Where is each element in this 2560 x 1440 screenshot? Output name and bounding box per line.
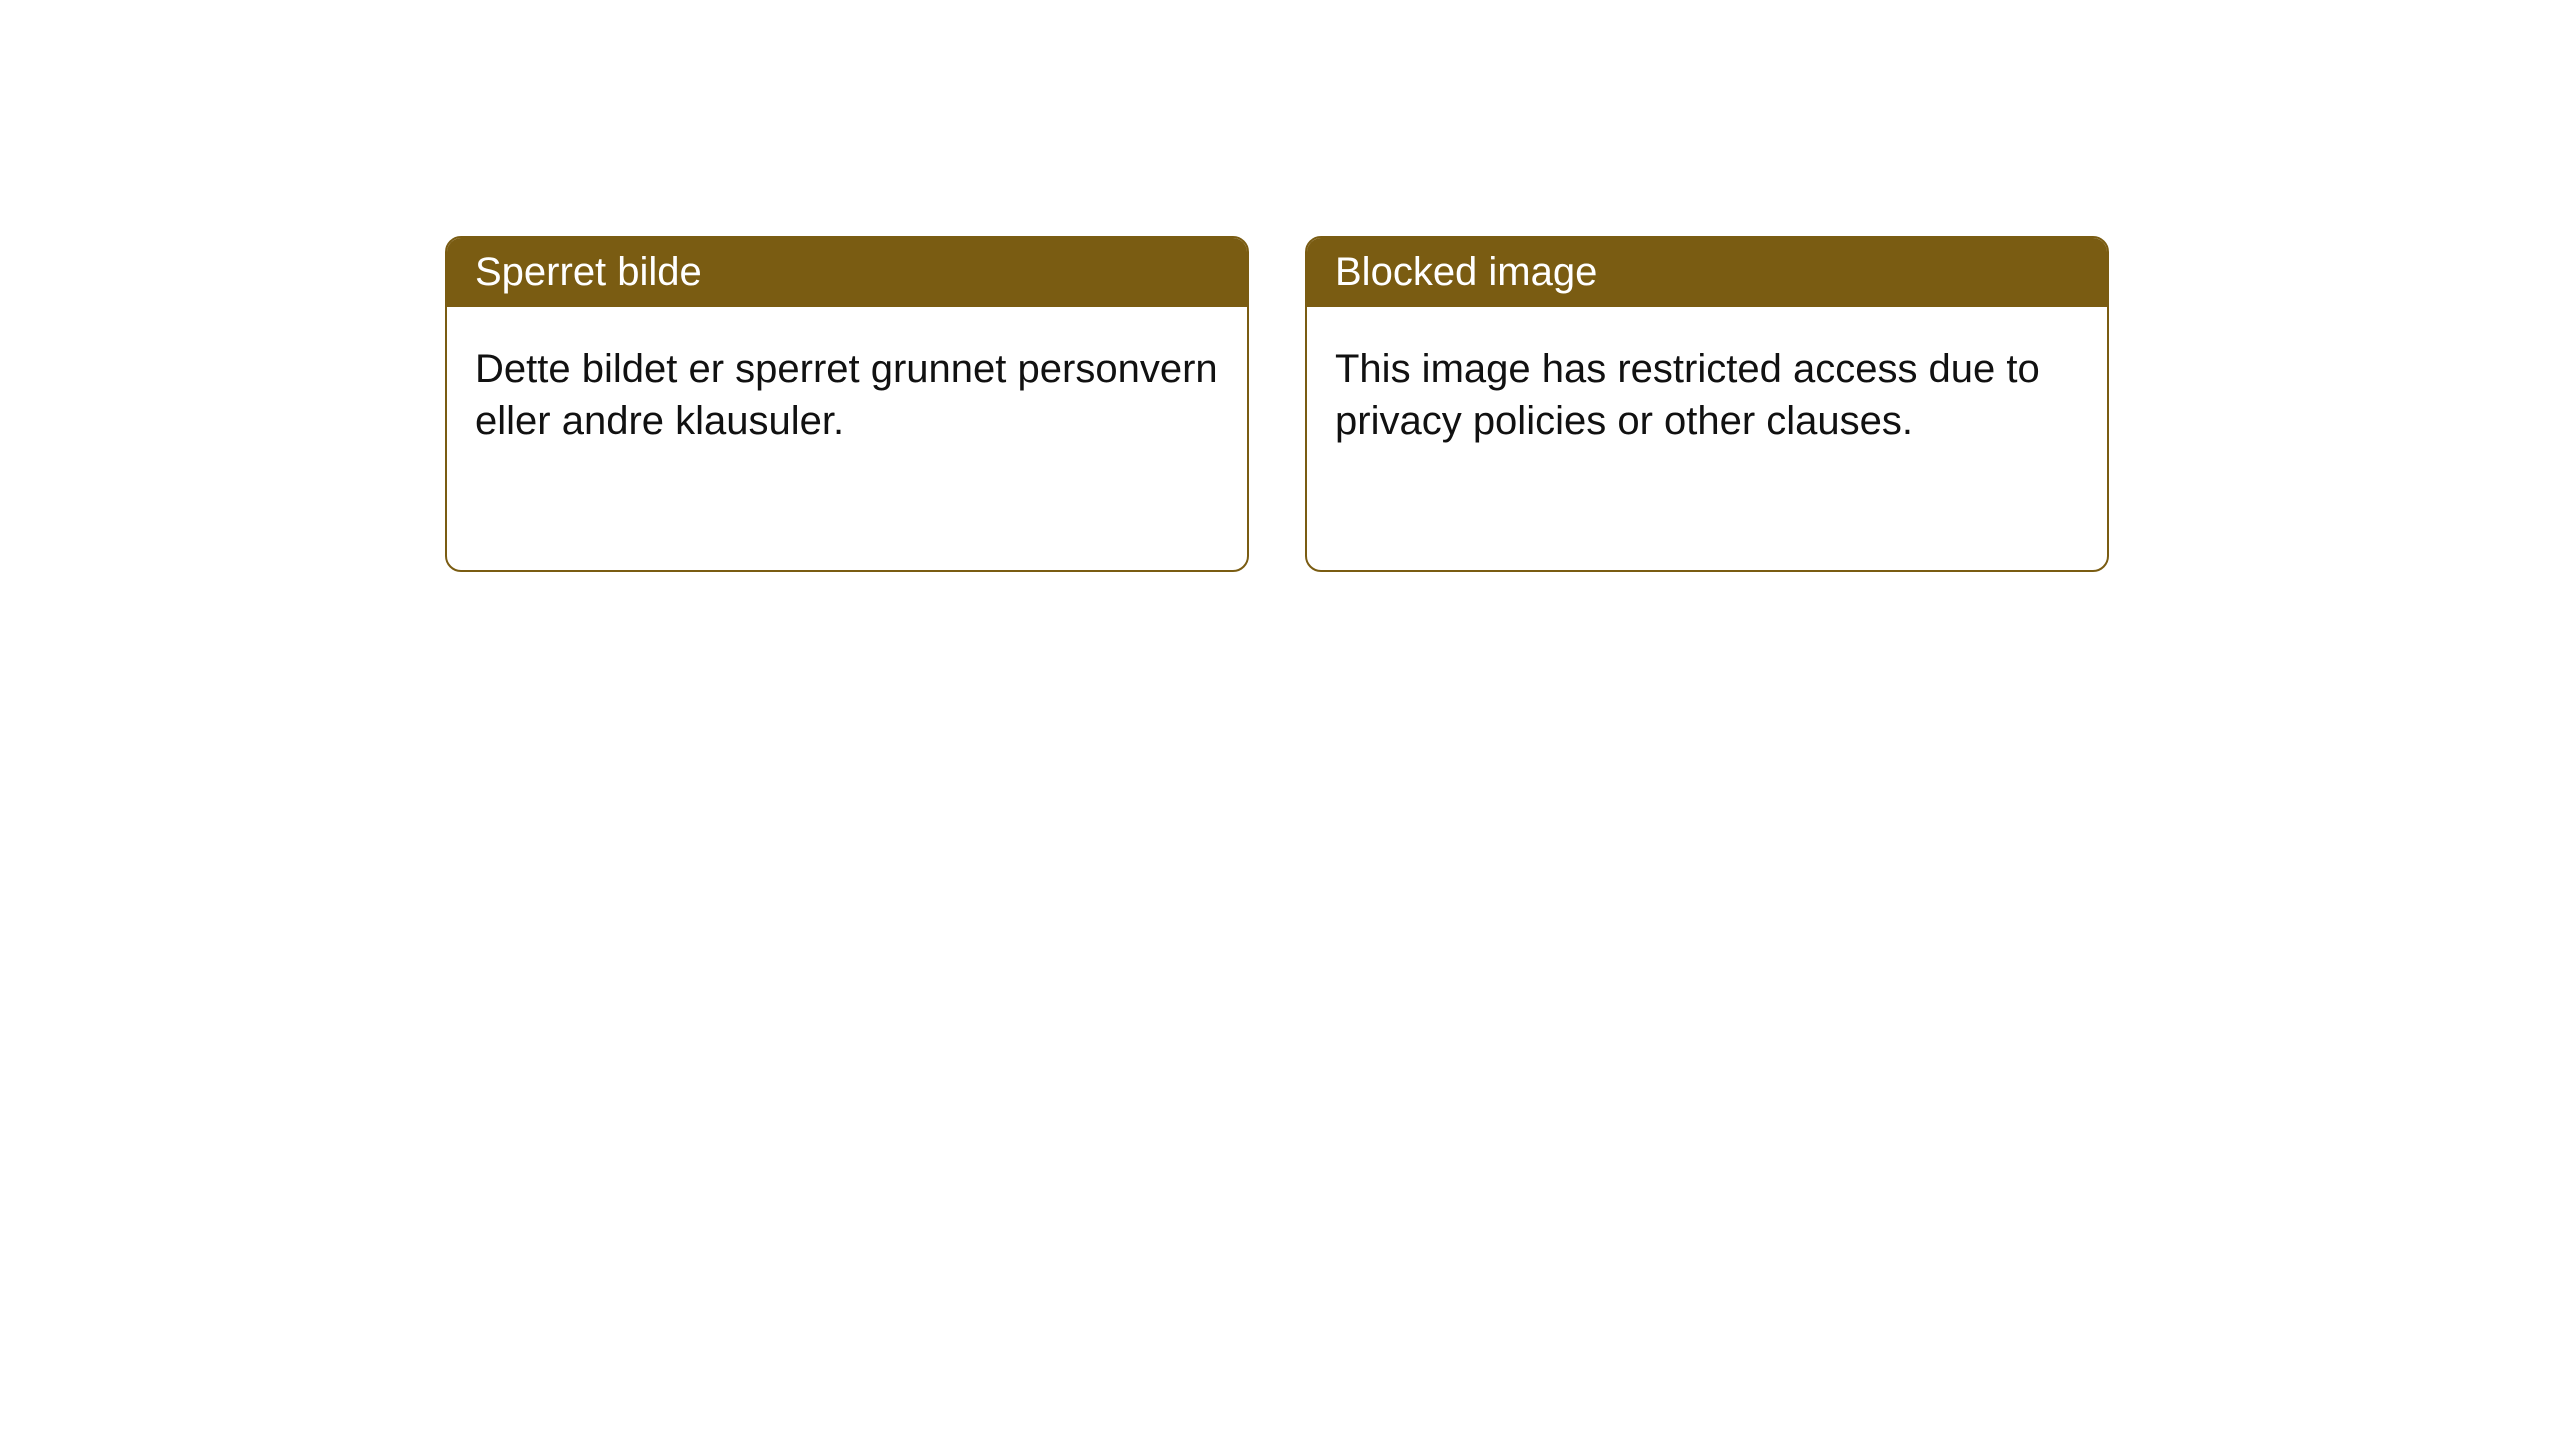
- card-title: Blocked image: [1307, 238, 2107, 307]
- cards-container: Sperret bilde Dette bildet er sperret gr…: [0, 0, 2560, 572]
- card-body: This image has restricted access due to …: [1307, 307, 2107, 483]
- blocked-image-card-en: Blocked image This image has restricted …: [1305, 236, 2109, 572]
- blocked-image-card-no: Sperret bilde Dette bildet er sperret gr…: [445, 236, 1249, 572]
- card-body: Dette bildet er sperret grunnet personve…: [447, 307, 1247, 483]
- card-title: Sperret bilde: [447, 238, 1247, 307]
